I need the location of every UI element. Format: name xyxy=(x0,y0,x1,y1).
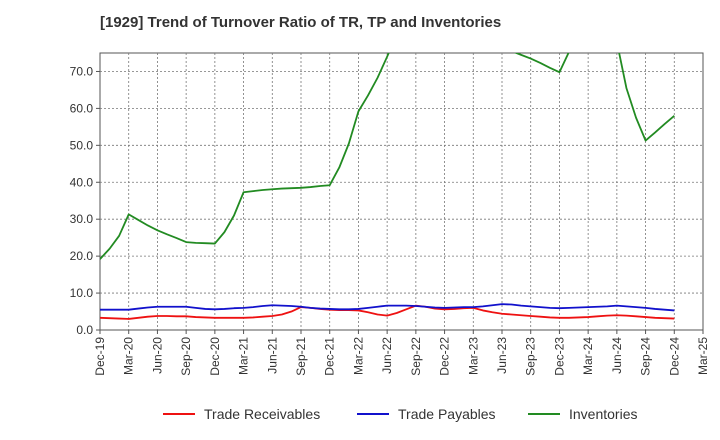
y-tick-label: 20.0 xyxy=(70,249,94,263)
x-tick-label: Dec-23 xyxy=(552,337,566,376)
series-lines xyxy=(100,53,675,320)
x-tick-label: Dec-22 xyxy=(438,337,452,376)
x-tick-label: Jun-22 xyxy=(380,337,394,374)
series-line-inventories xyxy=(100,53,675,260)
y-tick-label: 50.0 xyxy=(70,138,94,152)
x-tick-label: Jun-20 xyxy=(150,337,164,374)
x-tick-label: Jun-23 xyxy=(495,337,509,374)
x-tick-label: Jun-24 xyxy=(610,337,624,374)
x-tick-label: Dec-24 xyxy=(667,337,681,376)
x-tick-label: Sep-21 xyxy=(294,337,308,376)
x-tick-label: Sep-20 xyxy=(179,337,193,376)
y-tick-label: 70.0 xyxy=(70,64,94,78)
x-tick-label: Mar-25 xyxy=(696,337,710,375)
x-tick-label: Mar-24 xyxy=(581,337,595,375)
y-tick-label: 0.0 xyxy=(76,323,93,337)
grid xyxy=(100,53,703,330)
y-tick-label: 40.0 xyxy=(70,175,94,189)
x-tick-label: Dec-19 xyxy=(93,337,107,376)
x-tick-label: Mar-20 xyxy=(122,337,136,375)
legend-label: Inventories xyxy=(569,406,637,422)
series-line-trade-receivables xyxy=(100,304,675,320)
x-tick-label: Mar-23 xyxy=(466,337,480,375)
series-line-trade-payables xyxy=(100,303,675,312)
y-tick-label: 30.0 xyxy=(70,212,94,226)
chart-title: [1929] Trend of Turnover Ratio of TR, TP… xyxy=(100,14,502,31)
plot-area xyxy=(99,52,704,331)
legend-label: Trade Receivables xyxy=(204,406,320,422)
x-tick-label: Sep-24 xyxy=(639,337,653,376)
x-tick-label: Sep-22 xyxy=(409,337,423,376)
legend-label: Trade Payables xyxy=(398,406,496,422)
x-axis: Dec-19 Mar-20 Jun-20 Sep-20 Dec-20 Mar-21 Jun-… xyxy=(93,330,710,376)
y-tick-label: 60.0 xyxy=(70,101,94,115)
x-tick-label: Jun-21 xyxy=(265,337,279,374)
x-tick-label: Dec-21 xyxy=(323,337,337,376)
x-tick-label: Mar-22 xyxy=(351,337,365,375)
y-tick-label: 10.0 xyxy=(70,286,94,300)
x-tick-label: Sep-23 xyxy=(524,337,538,376)
x-tick-label: Mar-21 xyxy=(237,337,251,375)
legend: Trade Receivables Trade Payables Inventori… xyxy=(163,406,637,422)
y-axis: 0.0 10.0 20.0 30.0 40.0 50.0 60.0 70.0 xyxy=(70,64,100,337)
x-tick-label: Dec-20 xyxy=(208,337,222,376)
